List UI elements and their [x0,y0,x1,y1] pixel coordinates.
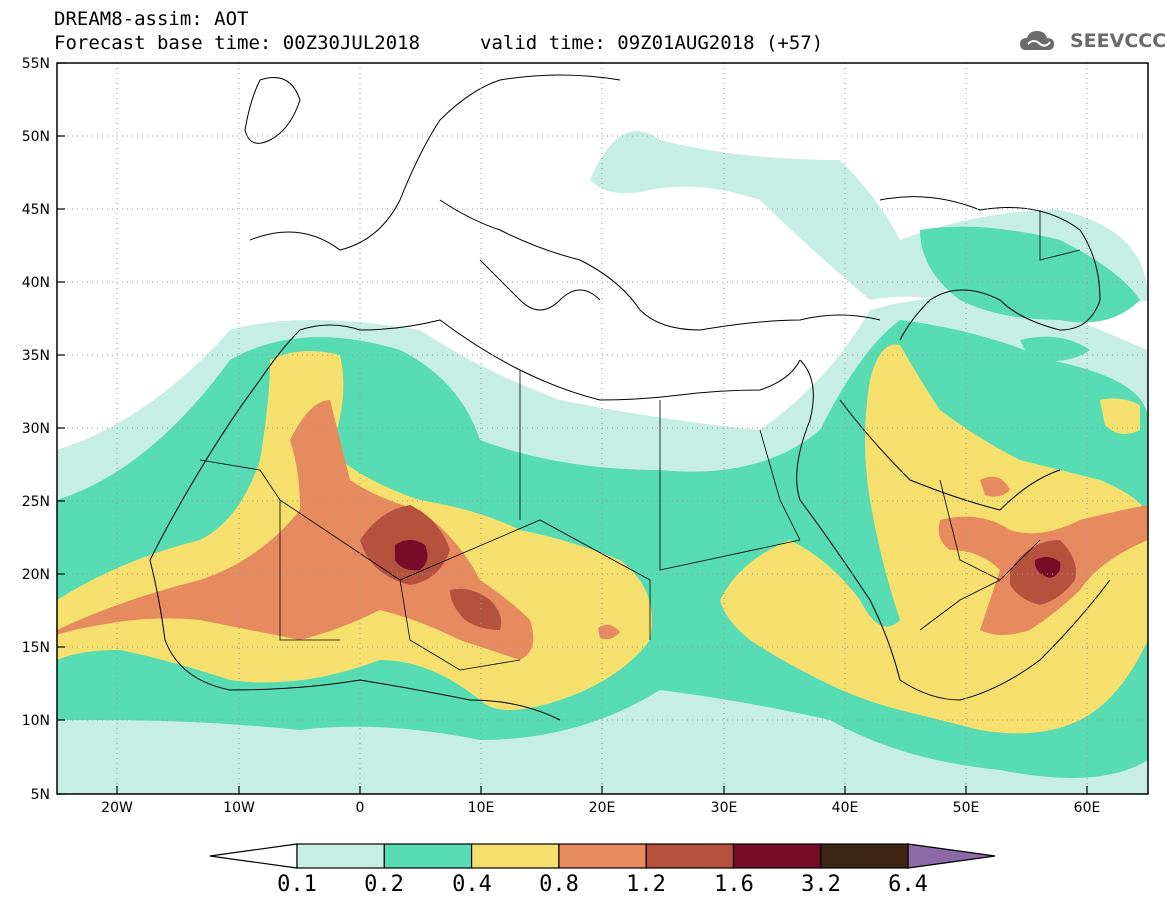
colorbar-label: 3.2 [801,872,841,897]
lat-labels: 55N 50N 45N 40N 35N 30N 25N 20N 15N 10N … [22,56,50,803]
colorbar-label: 0.1 [277,872,317,897]
colorbar-label: 0.2 [364,872,404,897]
colorbar-swatch [296,843,385,869]
colorbar-label: 0.8 [539,872,579,897]
colorbar-swatch [645,843,735,869]
lon-label: 60E [1074,800,1101,816]
map-title: DREAM8-assim: AOT [54,8,249,30]
colorbar-swatch [732,843,822,869]
colorbar-label: 0.4 [452,872,492,897]
colorbar-label: 6.4 [888,872,928,897]
map-grid [57,63,1148,794]
lat-label: 20N [22,567,50,583]
forecast-base-time: Forecast base time: 00Z30JUL2018 [54,32,421,54]
lat-label: 40N [22,275,50,291]
colorbar-under-arrow [209,843,298,869]
lon-label: 50E [953,800,980,816]
lon-label: 20W [101,800,133,816]
colorbar-swatch [471,843,560,869]
colorbar-label: 1.2 [626,872,666,897]
lon-label: 10E [468,800,495,816]
colorbar-swatch [383,843,473,869]
lat-label: 15N [22,640,50,656]
lat-label: 10N [22,713,50,729]
colorbar [209,843,996,869]
lat-label: 25N [22,494,50,510]
aot-band-1.6 [395,540,1061,578]
valid-time: valid time: 09Z01AUG2018 (+57) [480,32,824,54]
lon-label: 20E [589,800,616,816]
colorbar-label: 1.6 [714,872,754,897]
colorbar-swatch [558,843,647,869]
lat-label: 35N [22,348,50,364]
colorbar-over-arrow [907,843,996,869]
axis-ticks [57,62,1088,795]
lat-label: 50N [22,129,50,145]
lat-label: 45N [22,202,50,218]
lon-label: 40E [832,800,859,816]
lon-label: 0 [356,800,365,816]
country-borders [199,210,1081,671]
lat-label: 55N [22,56,50,72]
colorbar-swatch [820,843,909,869]
lat-label: 5N [31,787,50,803]
cloud-logo-icon [1020,31,1054,50]
lon-labels: 20W 10W 0 10E 20E 30E 40E 50E 60E [101,800,1100,816]
lat-label: 30N [22,421,50,437]
logo-text: SEEVCCC [1070,30,1165,52]
lon-label: 10W [223,800,255,816]
coastlines [149,74,1111,721]
lon-label: 30E [711,800,738,816]
